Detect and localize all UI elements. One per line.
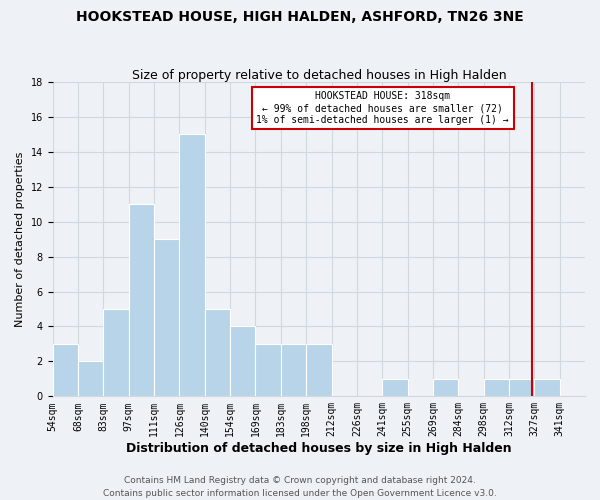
Text: HOOKSTEAD HOUSE: 318sqm
← 99% of detached houses are smaller (72)
1% of semi-det: HOOKSTEAD HOUSE: 318sqm ← 99% of detache… [256, 92, 509, 124]
Text: Contains HM Land Registry data © Crown copyright and database right 2024.
Contai: Contains HM Land Registry data © Crown c… [103, 476, 497, 498]
Bar [154, 239, 179, 396]
Bar [535, 379, 560, 396]
Text: HOOKSTEAD HOUSE, HIGH HALDEN, ASHFORD, TN26 3NE: HOOKSTEAD HOUSE, HIGH HALDEN, ASHFORD, T… [76, 10, 524, 24]
Bar [256, 344, 281, 397]
X-axis label: Distribution of detached houses by size in High Halden: Distribution of detached houses by size … [126, 442, 512, 455]
Y-axis label: Number of detached properties: Number of detached properties [15, 152, 25, 327]
Bar [433, 379, 458, 396]
Bar [230, 326, 256, 396]
Bar [179, 134, 205, 396]
Bar [129, 204, 154, 396]
Bar [103, 309, 129, 396]
Title: Size of property relative to detached houses in High Halden: Size of property relative to detached ho… [131, 69, 506, 82]
Bar [484, 379, 509, 396]
Bar [78, 362, 103, 396]
Bar [382, 379, 407, 396]
Bar [53, 344, 78, 397]
Bar [281, 344, 306, 397]
Bar [306, 344, 332, 397]
Bar [509, 379, 535, 396]
Bar [205, 309, 230, 396]
